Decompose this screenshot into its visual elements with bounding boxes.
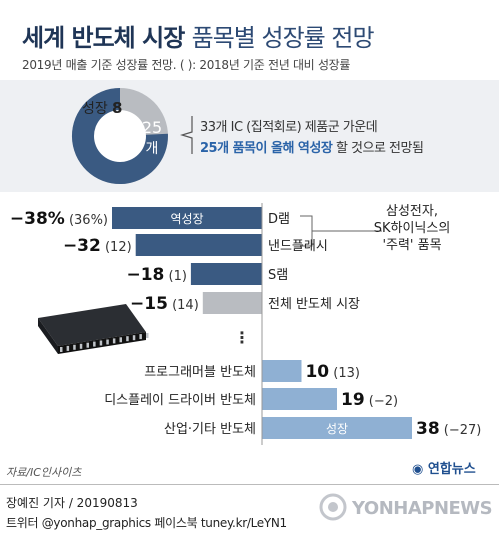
chip-pin xyxy=(139,334,142,340)
bar-chart: 삼성전자, SK하이닉스의 '주력' 품목 역성장 D램 −38% (36%) 낸드플… xyxy=(10,203,481,445)
byline: 장예진 기자 / 20190813 xyxy=(6,496,138,510)
bar xyxy=(262,360,302,382)
donut-growth-label: 성장 xyxy=(82,101,108,117)
category-label: 프로그래머블 반도체 xyxy=(144,365,256,380)
bar xyxy=(262,388,337,410)
donut-decline-unit: 개 xyxy=(146,141,159,157)
donut-note-tail: 할 것으로 전망됨 xyxy=(332,141,424,156)
donut-note-highlight: 25개 품목이 올해 역성장 xyxy=(200,141,333,156)
ellipsis: ⋮ xyxy=(234,328,250,347)
donut-decline-count: 25 xyxy=(142,118,162,137)
footer-divider xyxy=(0,484,499,485)
chip-pin xyxy=(73,344,76,350)
bar xyxy=(262,417,412,439)
donut-note-line2: 25개 품목이 올해 역성장 할 것으로 전망됨 xyxy=(200,137,424,156)
category-label: 디스플레이 드라이버 반도체 xyxy=(104,393,256,408)
category-label: 낸드플래시 xyxy=(268,239,328,254)
chip-pin xyxy=(119,337,122,343)
value-label: 19 (−2) xyxy=(341,390,398,410)
value-label: −18 (1) xyxy=(126,265,186,285)
page-title: 세계 반도체 시장 품목별 성장률 전망 xyxy=(22,18,375,53)
social-links: 트위터 @yonhap_graphics 페이스북 tuney.kr/LeYN1 xyxy=(6,516,287,530)
chip-pin xyxy=(126,336,129,342)
chip-pin xyxy=(79,343,83,349)
chip-pin xyxy=(106,339,109,345)
category-label: 전체 반도체 시장 xyxy=(268,297,360,312)
category-label: 산업·기타 반도체 xyxy=(164,422,256,437)
value-label: −32 (12) xyxy=(63,236,132,256)
yonhap-logo-text: 연합뉴스 xyxy=(427,462,476,477)
category-label: D램 xyxy=(268,212,290,227)
yonhap-logo: ◉ 연합뉴스 xyxy=(412,462,476,477)
chip-pin xyxy=(146,333,149,338)
annotation-line2: SK하이닉스의 xyxy=(374,221,451,236)
bar-tag: 역성장 xyxy=(170,212,203,226)
annotation-line3: '주력' 품목 xyxy=(382,238,441,253)
source-note: 자료/IC인사이츠 xyxy=(6,466,82,479)
chip-pin xyxy=(112,338,116,344)
chip-pin xyxy=(132,335,136,341)
annotation-bracket xyxy=(300,215,382,247)
title-sub: 품목별 성장률 전망 xyxy=(191,24,375,52)
yonhap-watermark-icon xyxy=(319,493,347,521)
watermark: YONHAPNEWS xyxy=(352,498,493,519)
donut-hole xyxy=(94,110,146,162)
donut-chart: 성장 8 25 개 xyxy=(71,87,168,184)
category-label: S램 xyxy=(268,268,288,283)
chip-pin xyxy=(99,340,103,346)
donut-growth-count: 8 xyxy=(112,99,122,117)
bar-tag: 성장 xyxy=(326,422,348,436)
brace-icon xyxy=(180,116,193,154)
title-main: 세계 반도체 시장 xyxy=(22,24,185,52)
chip-pin xyxy=(66,345,70,351)
subtitle: 2019년 매출 기준 성장률 전망. ( ): 2018년 기준 전년 대비 … xyxy=(22,58,351,72)
value-label: 38 (−27) xyxy=(416,419,481,439)
chip-pin xyxy=(86,342,89,348)
chip-pin xyxy=(60,347,63,352)
value-label: 10 (13) xyxy=(305,362,360,382)
chip-pin xyxy=(93,341,96,347)
value-label: −38% (36%) xyxy=(10,209,108,229)
annotation-line1: 삼성전자, xyxy=(386,204,438,219)
bar xyxy=(190,263,262,285)
value-label: −15 (14) xyxy=(130,294,199,314)
bar xyxy=(202,292,262,314)
donut-note-line1: 33개 IC (집적회로) 제품군 가운데 xyxy=(200,120,378,135)
chip-illustration xyxy=(38,304,149,354)
bar xyxy=(135,234,262,256)
bar xyxy=(112,207,262,229)
